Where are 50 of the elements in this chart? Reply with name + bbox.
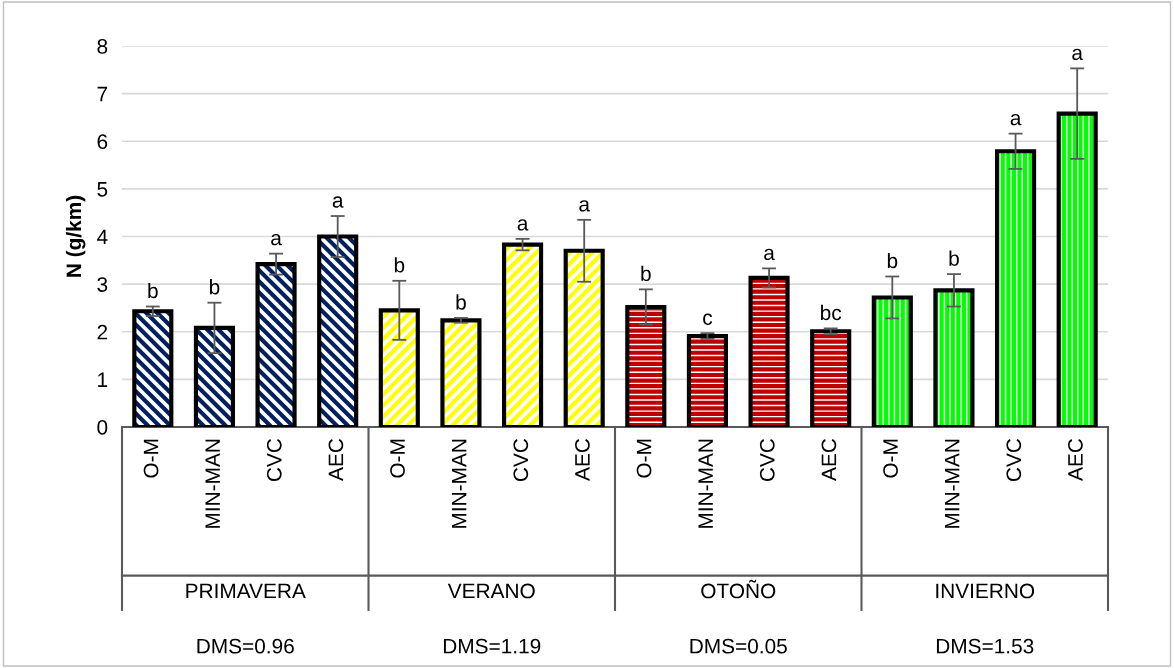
data-label: b [209, 279, 220, 295]
x-tick-label: O-M [883, 439, 898, 478]
data-label: b [641, 265, 651, 282]
data-label: a [332, 196, 344, 208]
x-tick-label: O-M [636, 439, 652, 478]
x-tick-label: AEC [1068, 438, 1083, 481]
text: OTOÑO [701, 579, 776, 599]
data-label: b [394, 257, 405, 273]
x-tick-label: CVC [513, 438, 529, 482]
y-tick-label: 0 [97, 420, 108, 435]
x-tick-label: AEC [328, 438, 344, 481]
x-tick-label: CVC [1006, 438, 1022, 482]
y-axis-title: N (g/km) [65, 195, 86, 277]
data-label: bc [821, 304, 842, 321]
text: DMS=1.53 [936, 638, 1034, 654]
y-tick-label: 5 [97, 182, 108, 197]
data-label: c [703, 313, 713, 325]
y-tick-label: 3 [97, 277, 108, 292]
data-label: b [887, 252, 898, 269]
x-tick-label: MIN-MAN [698, 439, 713, 528]
y-tick-label: 1 [98, 372, 108, 387]
text: DMS=0.05 [690, 638, 787, 654]
data-label: a [1010, 113, 1022, 126]
data-label: b [456, 294, 466, 310]
data-label: a [764, 248, 775, 261]
data-label: a [517, 219, 529, 231]
data-label: b [148, 282, 158, 299]
data-label: a [579, 200, 590, 212]
text: DMS=1.19 [443, 638, 541, 654]
y-tick-label: 2 [97, 324, 108, 340]
y-tick-label: 7 [97, 86, 108, 102]
x-tick-label: AEC [821, 438, 837, 481]
x-tick-label: AEC [575, 438, 590, 481]
x-tick-label: MIN-MAN [205, 439, 220, 528]
data-label: a [1072, 48, 1083, 61]
data-label: b [949, 250, 959, 266]
y-tick-label: 8 [97, 39, 108, 54]
x-tick-label: MIN-MAN [451, 439, 467, 528]
x-tick-label: CVC [759, 438, 775, 482]
x-tick-label: O-M [143, 439, 159, 478]
x-tick-label: MIN-MAN [944, 439, 960, 528]
text: VERANO [447, 583, 535, 599]
text: PRIMAVERA [186, 583, 306, 599]
x-tick-label: CVC [266, 438, 282, 482]
x-tick-label: O-M [390, 439, 405, 478]
data-label: a [271, 233, 282, 246]
y-tick-label: 4 [97, 229, 108, 245]
text: DMS=0.96 [197, 638, 294, 654]
y-tick-label: 6 [97, 134, 108, 149]
text: INVIERNO [936, 583, 1035, 599]
